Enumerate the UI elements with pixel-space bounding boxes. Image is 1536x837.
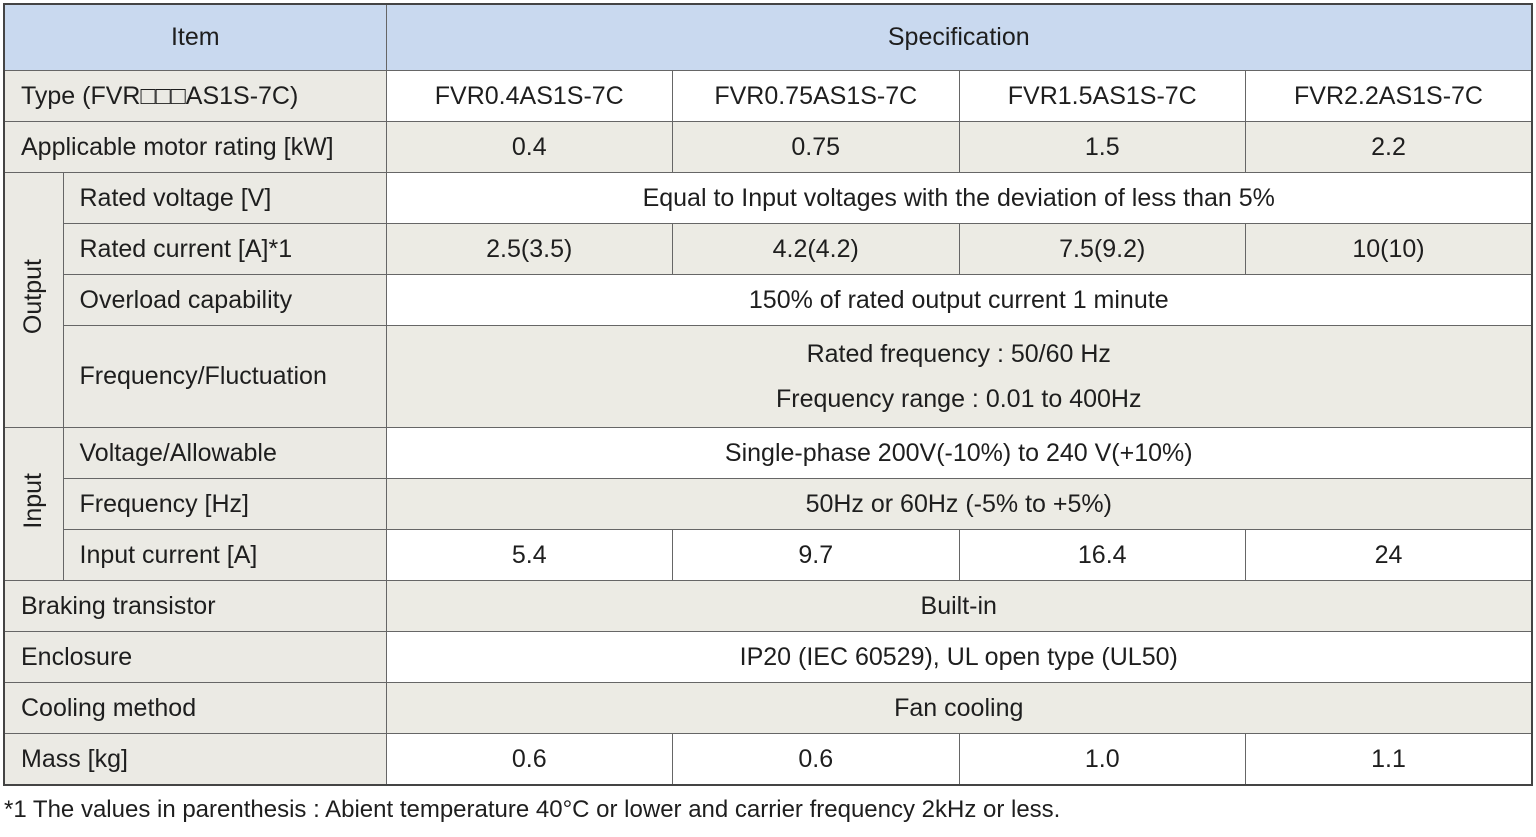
row-label: Input current [A] — [62, 529, 387, 581]
row: Applicable motor rating [kW] 0.4 0.75 1.5 2.… — [3, 121, 1533, 173]
row-label: Frequency [Hz] — [62, 478, 387, 530]
cell: Built-in — [385, 580, 1533, 632]
row: Cooling method Fan cooling — [3, 682, 1533, 734]
cell: 7.5(9.2) — [958, 223, 1246, 275]
cell: 1.1 — [1245, 733, 1533, 786]
cell: Fan cooling — [385, 682, 1533, 734]
row-label: Mass [kg] — [3, 733, 387, 786]
row-label: Applicable motor rating [kW] — [3, 121, 387, 173]
cell: 10(10) — [1245, 223, 1533, 275]
cell: 50Hz or 60Hz (-5% to +5%) — [385, 478, 1533, 530]
row: Enclosure IP20 (IEC 60529), UL open type… — [3, 631, 1533, 683]
row-label: Frequency/Fluctuation — [62, 325, 387, 428]
row: Frequency [Hz] 50Hz or 60Hz (-5% to +5%) — [4, 478, 1533, 530]
row: Output Rated voltage [V] Equal to Input … — [3, 172, 1533, 428]
row-label: Braking transistor — [3, 580, 387, 632]
cell: 0.75 — [672, 121, 960, 173]
cell: 4.2(4.2) — [672, 223, 960, 275]
cell: 24 — [1245, 529, 1533, 581]
row: Overload capability 150% of rated output… — [4, 274, 1533, 326]
group-label: Input — [3, 427, 64, 581]
row: Input Voltage/Allowable Single-phase 200… — [3, 427, 1533, 581]
cell: Rated frequency : 50/60 Hz Frequency ran… — [385, 325, 1533, 428]
cell: 2.2 — [1245, 121, 1533, 173]
row: Mass [kg] 0.6 0.6 1.0 1.1 — [3, 733, 1533, 786]
row-label: Voltage/Allowable — [62, 427, 387, 479]
cell: 9.7 — [672, 529, 960, 581]
cell-line: Rated frequency : 50/60 Hz — [806, 339, 1111, 368]
row: Type (FVR□□□AS1S-7C) FVR0.4AS1S-7C FVR0.75… — [3, 70, 1533, 122]
row-label: Type (FVR□□□AS1S-7C) — [3, 70, 387, 122]
cell: FVR1.5AS1S-7C — [958, 70, 1246, 122]
group-label: Output — [3, 172, 64, 428]
header-cell: Item — [3, 3, 387, 71]
cell-line: Frequency range : 0.01 to 400Hz — [775, 384, 1142, 413]
row-label: Cooling method — [3, 682, 387, 734]
row: Rated current [A]*1 2.5(3.5) 4.2(4.2) 7.5(9… — [4, 223, 1533, 275]
cell: 5.4 — [385, 529, 673, 581]
group-text: Input — [19, 472, 48, 529]
header-row: Item Specification — [3, 3, 1533, 71]
cell: 0.4 — [385, 121, 673, 173]
spec-table: Item Specification Type (FVR□□□AS1S-7C) F… — [3, 3, 1533, 786]
row: Braking transistor Built-in — [3, 580, 1533, 632]
cell: FVR2.2AS1S-7C — [1245, 70, 1533, 122]
cell: FVR0.4AS1S-7C — [385, 70, 673, 122]
row-label: Rated current [A]*1 — [62, 223, 387, 275]
cell: 16.4 — [958, 529, 1246, 581]
group-text: Output — [19, 258, 48, 335]
cell: 0.6 — [385, 733, 673, 786]
cell: 2.5(3.5) — [385, 223, 673, 275]
cell: 150% of rated output current 1 minute — [385, 274, 1533, 326]
cell: 1.0 — [958, 733, 1246, 786]
cell: FVR0.75AS1S-7C — [672, 70, 960, 122]
row-label: Enclosure — [3, 631, 387, 683]
footnote: *1 The values in parenthesis : Abient te… — [4, 796, 1061, 823]
header-cell: Specification — [385, 3, 1533, 71]
cell: Single-phase 200V(-10%) to 240 V(+10%) — [385, 427, 1533, 479]
cell: Equal to Input voltages with the deviati… — [385, 172, 1533, 224]
cell: IP20 (IEC 60529), UL open type (UL50) — [385, 631, 1533, 683]
row-label: Overload capability — [62, 274, 387, 326]
cell: 1.5 — [958, 121, 1246, 173]
row: Input current [A] 5.4 9.7 16.4 24 — [4, 529, 1533, 581]
row-label: Rated voltage [V] — [62, 172, 387, 224]
row: Frequency/Fluctuation Rated frequency : … — [4, 325, 1533, 428]
cell: 0.6 — [672, 733, 960, 786]
